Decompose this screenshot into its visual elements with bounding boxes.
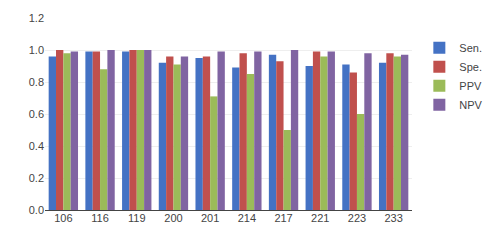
svg-text:0.4: 0.4 — [29, 140, 44, 152]
svg-text:PPV: PPV — [459, 80, 482, 92]
svg-text:214: 214 — [238, 212, 256, 224]
svg-text:217: 217 — [274, 212, 292, 224]
svg-text:0.0: 0.0 — [29, 204, 44, 216]
svg-text:221: 221 — [311, 212, 329, 224]
svg-text:0.2: 0.2 — [29, 172, 44, 184]
svg-text:Sen.: Sen. — [459, 42, 482, 54]
svg-text:223: 223 — [348, 212, 366, 224]
svg-text:0.6: 0.6 — [29, 108, 44, 120]
svg-text:119: 119 — [128, 212, 146, 224]
svg-text:1.2: 1.2 — [29, 12, 44, 24]
svg-text:0.8: 0.8 — [29, 76, 44, 88]
svg-text:116: 116 — [91, 212, 109, 224]
svg-text:201: 201 — [201, 212, 219, 224]
svg-text:233: 233 — [384, 212, 402, 224]
svg-text:106: 106 — [54, 212, 72, 224]
svg-text:1.0: 1.0 — [29, 44, 44, 56]
svg-text:NPV: NPV — [459, 99, 482, 111]
svg-text:200: 200 — [164, 212, 182, 224]
svg-text:Spe.: Spe. — [459, 61, 482, 73]
